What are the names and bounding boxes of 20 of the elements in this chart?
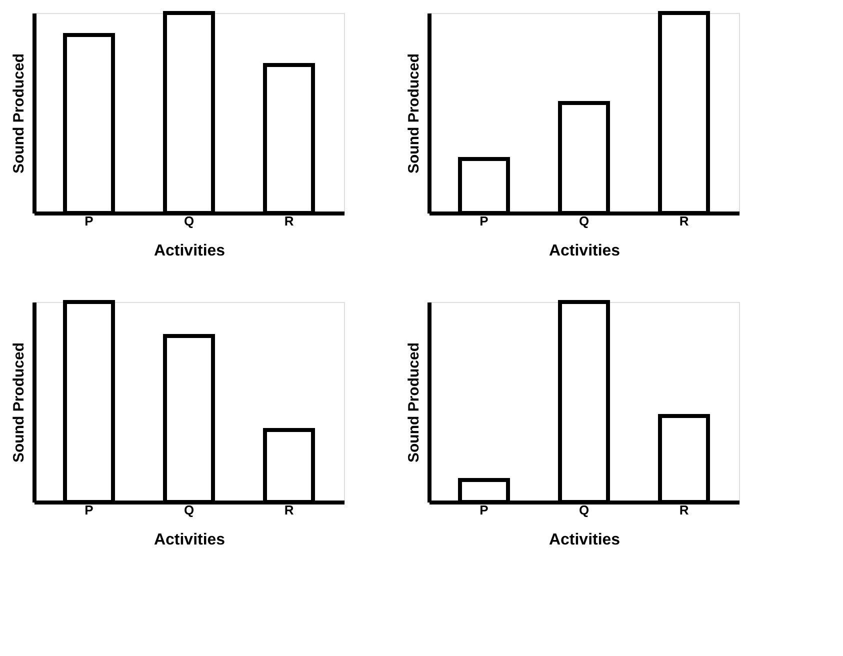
x-tick-label: P — [84, 502, 94, 518]
x-axis-title: Activities — [154, 242, 226, 260]
x-tick-label: P — [84, 214, 94, 228]
x-tick-label: Q — [578, 214, 590, 228]
x-tick-label: Q — [578, 502, 590, 518]
x-tick-label: Q — [184, 502, 194, 518]
x-tick-label: R — [679, 214, 690, 228]
y-axis-title: Sound Produced — [406, 342, 422, 462]
x-tick-label: R — [284, 502, 294, 518]
x-tick-label: R — [284, 214, 294, 228]
x-tick-label: P — [480, 214, 489, 228]
y-axis-title: Sound Produced — [10, 342, 28, 462]
x-tick-label: R — [679, 502, 690, 518]
y-axis-title: Sound Produced — [10, 54, 28, 174]
x-axis-title: Activities — [154, 532, 226, 548]
x-tick-label: Q — [184, 214, 194, 228]
x-axis-title: Activities — [548, 532, 620, 548]
x-axis-title: Activities — [548, 242, 620, 260]
y-axis-title: Sound Produced — [406, 54, 422, 174]
x-tick-label: P — [480, 502, 489, 518]
